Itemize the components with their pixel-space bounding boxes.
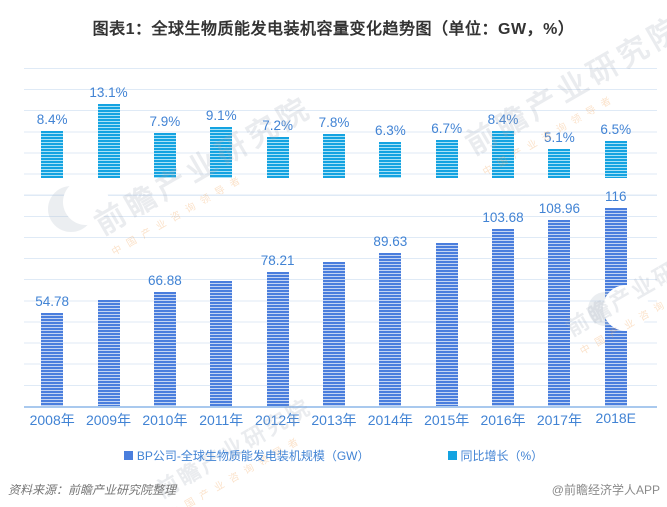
growth-value-label: 6.3% (374, 123, 406, 139)
growth-column: 5.1% (531, 68, 587, 178)
x-axis-label: 2009年 (85, 412, 132, 428)
source-note: 资料来源：前瞻产业研究院整理 (8, 483, 177, 497)
capacity-value-label: 78.21 (260, 253, 295, 269)
growth-column: 6.5% (588, 68, 644, 178)
capacity-column: 89.63 (362, 68, 418, 406)
capacity-bar (435, 242, 458, 406)
capacity-bar (379, 252, 402, 406)
capacity-column (419, 68, 475, 406)
growth-column: 9.1% (193, 68, 249, 178)
growth-value-label: 7.8% (318, 114, 350, 130)
growth-value-label: 6.7% (431, 121, 463, 137)
capacity-bar (266, 272, 289, 406)
legend-item-growth: 同比增长（%） (447, 447, 544, 464)
x-axis-label: 2016年 (480, 412, 526, 428)
capacity-value-label: 54.78 (35, 293, 70, 309)
growth-bar (97, 104, 120, 178)
growth-column: 7.9% (137, 68, 193, 178)
growth-bar (604, 141, 627, 178)
growth-bar (266, 137, 289, 178)
capacity-column (306, 68, 362, 406)
capacity-value-label: 108.96 (538, 200, 581, 216)
capacity-value-label: 103.68 (482, 210, 524, 225)
growth-value-label: 7.2% (262, 118, 293, 134)
growth-value-label: 8.4% (487, 111, 519, 127)
capacity-bar (210, 281, 233, 406)
growth-bar (492, 130, 515, 178)
x-axis-label: 2015年 (424, 412, 470, 428)
growth-column: 8.4% (24, 68, 80, 178)
growth-band: 8.4% 13.1% 7.9% 9.1% 7.2% 7.8% 6.3% 6.7% 8.4% 5.1… (24, 68, 644, 178)
capacity-bar (41, 312, 64, 406)
capacity-bar (548, 219, 571, 406)
x-axis-label: 2008年 (29, 412, 75, 428)
plot-area: 8.4% 13.1% 7.9% 9.1% 7.2% 7.8% 6.3% 6.7% 8.4% 5.1… (24, 68, 657, 408)
capacity-value-label: 66.88 (147, 272, 182, 288)
legend-label-growth: 同比增长（%） (460, 449, 544, 463)
capacity-bar (322, 262, 345, 406)
legend-label-capacity: BP公司-全球生物质能发电装机规模（GW） (136, 449, 370, 463)
credit-note: @前瞻经济学人APP (551, 483, 660, 497)
x-axis-label: 2011年 (199, 412, 244, 428)
growth-column: 7.2% (249, 68, 305, 178)
legend: BP公司-全球生物质能发电装机规模（GW） 同比增长（%） (0, 447, 667, 464)
capacity-bar (604, 207, 627, 406)
capacity-column (193, 68, 249, 406)
capacity-band: 54.78 66.88 78.21 89.63 103.68 108.96 116 (24, 68, 644, 406)
growth-column: 13.1% (80, 68, 136, 178)
chart-title: 图表1：全球生物质能发电装机容量变化趋势图（单位：GW，%） (92, 21, 575, 38)
capacity-column: 66.88 (137, 68, 193, 406)
legend-swatch-capacity-icon (123, 451, 133, 460)
capacity-column (80, 68, 136, 406)
growth-bar (379, 142, 402, 178)
capacity-value-label: 89.63 (373, 233, 408, 249)
legend-item-capacity: BP公司-全球生物质能发电装机规模（GW） (123, 447, 370, 464)
growth-bar (548, 149, 571, 178)
capacity-value-label: 116 (605, 188, 627, 204)
capacity-bar (153, 291, 176, 406)
growth-bar (153, 133, 176, 178)
x-axis-label: 2014年 (367, 412, 413, 428)
growth-value-label: 13.1% (89, 85, 128, 100)
x-axis-label: 2013年 (311, 412, 357, 428)
growth-value-label: 9.1% (205, 107, 237, 123)
growth-column: 7.8% (306, 68, 362, 178)
x-axis-label: 2012年 (255, 412, 301, 428)
x-axis: 2008年 2009年 2010年 2011年 2012年 2013年 2014年 2015年… (24, 410, 644, 430)
capacity-bar (492, 229, 515, 406)
growth-column: 6.3% (362, 68, 418, 178)
growth-value-label: 7.9% (149, 114, 181, 130)
x-axis-label: 2018E (595, 410, 637, 426)
x-axis-label: 2010年 (142, 412, 188, 428)
growth-value-label: 8.4% (36, 111, 68, 127)
capacity-column: 116 (588, 68, 644, 406)
legend-swatch-growth-icon (447, 451, 457, 460)
growth-value-label: 5.1% (544, 130, 575, 146)
growth-column: 8.4% (475, 68, 531, 178)
growth-bar (210, 126, 233, 178)
growth-value-label: 6.5% (600, 122, 632, 138)
x-axis-label: 2017年 (536, 412, 582, 428)
capacity-column: 78.21 (249, 68, 305, 406)
footer: 资料来源：前瞻产业研究院整理 @前瞻经济学人APP (8, 481, 660, 498)
growth-bar (41, 130, 64, 178)
growth-bar (322, 133, 345, 178)
capacity-column: 103.68 (475, 68, 531, 406)
capacity-column: 108.96 (531, 68, 587, 406)
capacity-bar (97, 300, 120, 406)
growth-bar (435, 140, 458, 178)
capacity-column: 54.78 (24, 68, 80, 406)
growth-column: 6.7% (419, 68, 475, 178)
